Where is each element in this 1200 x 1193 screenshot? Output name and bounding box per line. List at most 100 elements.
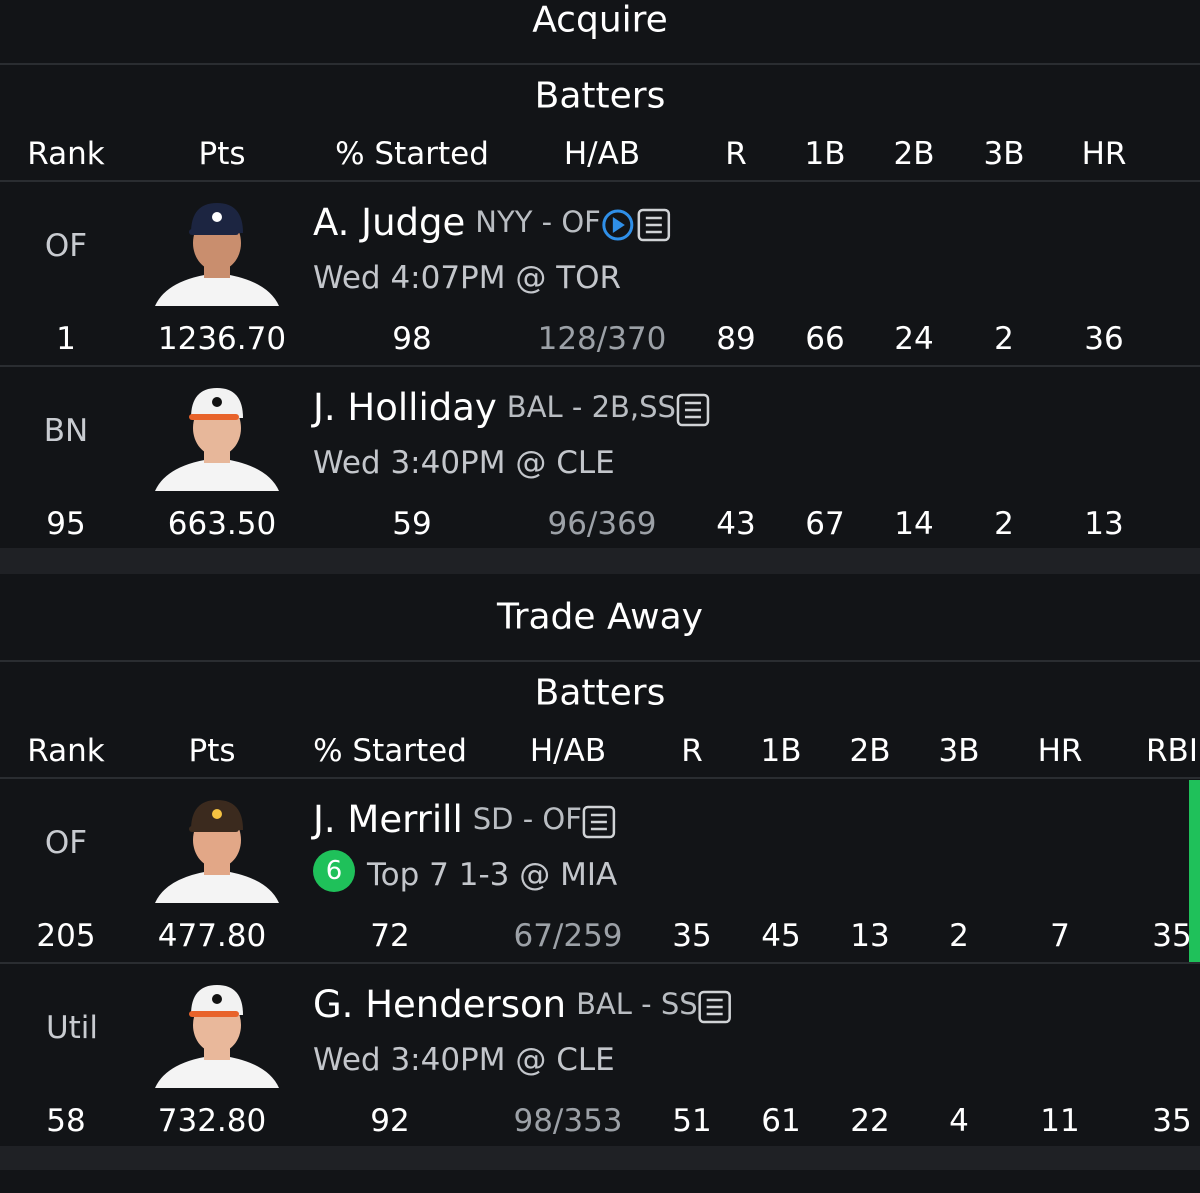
notes-icon-frame — [698, 990, 731, 1024]
stat-value: 95 — [46, 506, 85, 542]
photo-logo — [212, 809, 222, 819]
team-position: NYY - OF — [475, 205, 601, 239]
game-info: Wed 4:07PM @ TOR — [313, 260, 621, 296]
player-name-line[interactable]: J. Holliday BAL - 2B,SS — [311, 386, 676, 429]
notes-icon[interactable] — [676, 393, 710, 427]
notes-icon[interactable] — [582, 805, 616, 839]
column-header[interactable]: H/AB — [530, 733, 606, 769]
video-icon-ring — [602, 209, 634, 241]
team-position: BAL - 2B,SS — [507, 390, 676, 424]
player-name: J. Holliday — [311, 386, 497, 429]
column-header[interactable]: Pts — [199, 136, 246, 172]
column-header[interactable]: Rank — [27, 136, 105, 172]
column-header[interactable]: % Started — [335, 136, 489, 172]
column-header[interactable]: 3B — [939, 733, 980, 769]
live-badge — [313, 850, 355, 892]
column-header[interactable]: Pts — [189, 733, 236, 769]
stat-value: 13 — [1084, 506, 1123, 542]
stat-value: 59 — [392, 506, 431, 542]
column-header[interactable]: % Started — [313, 733, 467, 769]
group-title: Batters — [535, 673, 666, 714]
column-header[interactable]: H/AB — [564, 136, 640, 172]
video-icon[interactable] — [602, 209, 634, 241]
player-name: J. Merrill — [311, 798, 463, 841]
column-header[interactable]: 2B — [850, 733, 891, 769]
stat-value: 43 — [716, 506, 755, 542]
player-photo[interactable] — [155, 985, 279, 1088]
stat-value: 67 — [805, 506, 844, 542]
roster-position: OF — [45, 228, 87, 264]
stat-value: 1 — [56, 321, 76, 357]
roster-position: OF — [45, 825, 87, 861]
player-photo[interactable] — [155, 388, 279, 491]
player-name: G. Henderson — [313, 983, 566, 1026]
stat-value: 92 — [370, 1103, 409, 1139]
column-header[interactable]: 2B — [894, 136, 935, 172]
stat-value: 1236.70 — [158, 321, 286, 357]
notes-icon-frame — [637, 208, 671, 242]
stat-value: 205 — [36, 918, 95, 954]
game-info: Wed 3:40PM @ CLE — [313, 445, 615, 481]
photo-jersey — [155, 1055, 279, 1088]
stat-value: 2 — [949, 918, 969, 954]
stat-value: 67/259 — [513, 918, 622, 954]
group-title: Batters — [535, 76, 666, 117]
photo-brim — [189, 1011, 239, 1017]
stat-value: 24 — [894, 321, 933, 357]
notes-icon[interactable] — [637, 208, 671, 242]
stat-value: 45 — [761, 918, 800, 954]
photo-logo — [212, 212, 222, 222]
stat-value: 128/370 — [538, 321, 667, 357]
column-header[interactable]: 1B — [761, 733, 802, 769]
stat-value: 72 — [370, 918, 409, 954]
photo-brim — [189, 414, 239, 420]
photo-jersey — [155, 870, 279, 903]
stat-value: 36 — [1084, 321, 1123, 357]
column-header[interactable]: 1B — [805, 136, 846, 172]
section-gap — [0, 548, 1200, 574]
game-info: Wed 3:40PM @ CLE — [313, 1042, 615, 1078]
video-icon-play — [612, 217, 625, 233]
player-name-line[interactable]: J. Merrill SD - OF — [311, 798, 582, 841]
column-header[interactable]: R — [725, 136, 747, 172]
stat-value: 2 — [994, 506, 1014, 542]
player-name-line[interactable]: G. Henderson BAL - SS — [313, 983, 698, 1026]
stat-value: 2 — [994, 321, 1014, 357]
player-name: A. Judge — [313, 201, 465, 244]
player-photo[interactable] — [155, 800, 279, 903]
notes-icon[interactable] — [698, 990, 731, 1024]
player-photo[interactable] — [155, 203, 279, 306]
column-header[interactable]: HR — [1082, 136, 1127, 172]
column-header[interactable]: 3B — [984, 136, 1025, 172]
stat-value: 96/369 — [547, 506, 656, 542]
team-position: BAL - SS — [576, 987, 698, 1021]
column-header[interactable]: RBI — [1146, 733, 1198, 769]
roster-position: BN — [44, 413, 88, 449]
live-indicator — [1189, 780, 1200, 962]
stat-value: 22 — [850, 1103, 889, 1139]
photo-jersey — [155, 273, 279, 306]
column-header[interactable]: R — [681, 733, 703, 769]
stat-value: 477.80 — [158, 918, 266, 954]
player-name-line[interactable]: A. Judge NYY - OF — [313, 201, 601, 244]
stat-value: 98 — [392, 321, 431, 357]
section-gap — [0, 1146, 1200, 1170]
photo-brim — [189, 826, 239, 832]
stat-value: 35 — [1152, 918, 1191, 954]
game-info: Top 7 1-3 @ MIA — [366, 857, 617, 893]
notes-icon-frame — [582, 805, 616, 839]
stat-value: 61 — [761, 1103, 800, 1139]
stat-value: 51 — [672, 1103, 711, 1139]
section-title: Acquire — [532, 0, 668, 41]
stat-value: 13 — [850, 918, 889, 954]
stat-value: 663.50 — [168, 506, 276, 542]
stat-value: 58 — [46, 1103, 85, 1139]
column-header[interactable]: HR — [1038, 733, 1083, 769]
stat-value: 14 — [894, 506, 933, 542]
stat-value: 66 — [805, 321, 844, 357]
stat-value: 35 — [672, 918, 711, 954]
stat-value: 11 — [1040, 1103, 1079, 1139]
column-header[interactable]: Rank — [27, 733, 105, 769]
photo-logo — [212, 397, 222, 407]
stat-value: 732.80 — [158, 1103, 266, 1139]
